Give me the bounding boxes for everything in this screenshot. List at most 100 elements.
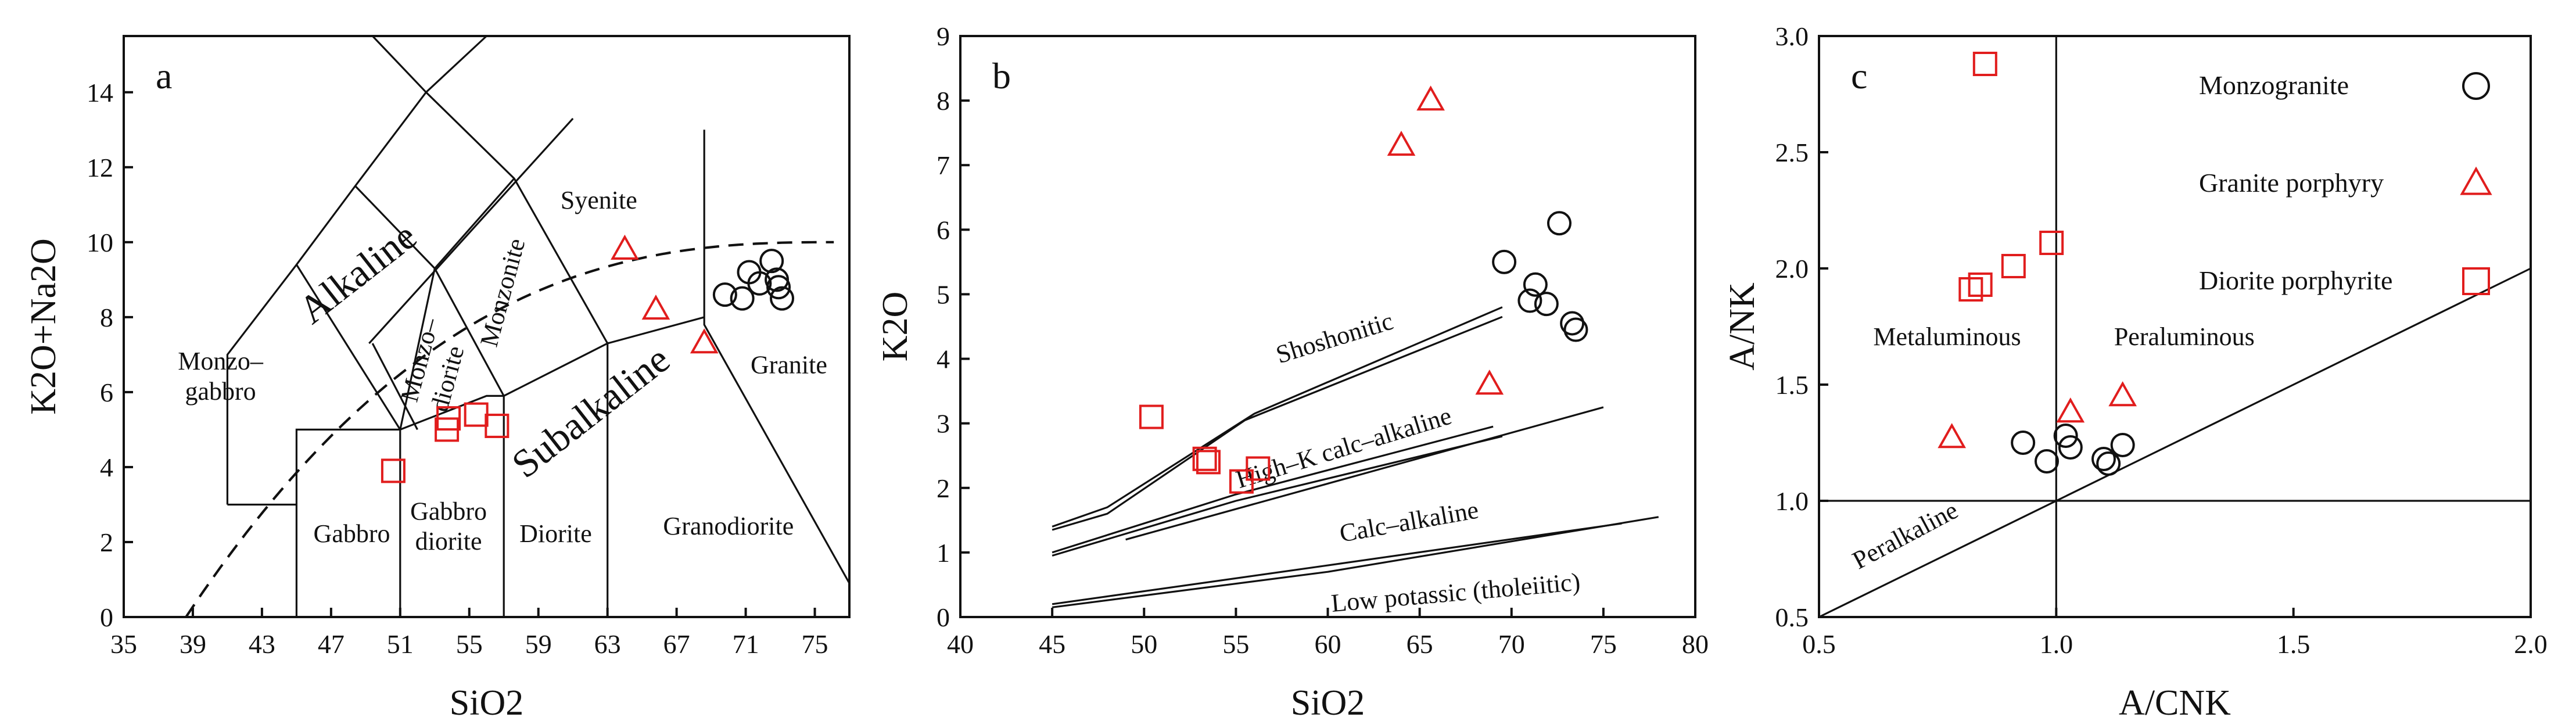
legend: Monzogranite Granite porphyry Diorite porp… [2199, 70, 2492, 295]
field-boundary [354, 185, 436, 270]
x-tick-label: 70 [1498, 629, 1525, 659]
plot-frame [1818, 35, 2532, 618]
region-label: Granodiorite [663, 512, 794, 540]
x-axis-label: SiO2 [450, 683, 523, 723]
panel-c-acnk-ank-diagram: 0.5 1.0 1.5 2.0 0.5 1.0 1.5 2.0 2.5 3.0 A/CNK A/NK c… [1723, 21, 2548, 723]
y-tick-label: 2.5 [1775, 138, 1809, 167]
x-tick-label: 35 [110, 629, 137, 659]
region-label: diorite [415, 527, 482, 555]
data-point-circle [1523, 272, 1548, 297]
data-point-circle [2058, 435, 2083, 460]
data-point-square [1968, 272, 1993, 297]
data-point-circle [1534, 292, 1559, 317]
data-point-square [2039, 231, 2064, 255]
x-tick-label: 59 [525, 629, 552, 659]
data-point-square [1196, 450, 1221, 475]
field-boundary [295, 428, 400, 617]
x-tick-label: 75 [1590, 629, 1617, 659]
data-point-triangle [1387, 130, 1416, 156]
data-point-circle [765, 267, 790, 292]
region-label: Low potassic (tholeiitic) [1330, 568, 1581, 618]
data-point-circle [2035, 449, 2059, 474]
y-tick-label: 2 [100, 528, 113, 557]
data-point-circle [770, 286, 795, 311]
y-tick-label: 0 [100, 603, 113, 632]
equality-line [1818, 267, 2531, 618]
data-point-circle [2053, 424, 2078, 448]
region-label: gabbro [185, 377, 256, 406]
data-point-circle [1547, 211, 1572, 236]
data-point-triangle [1938, 423, 1966, 449]
field-boundary [425, 35, 487, 93]
data-point-circle [1492, 249, 1517, 274]
y-tick-label: 3 [937, 409, 950, 439]
field-boundary [372, 35, 427, 93]
legend-label: Granite porphyry [2199, 168, 2384, 198]
y-tick-label: 7 [937, 150, 950, 180]
region-label: Gabbro [314, 519, 390, 548]
x-tick-label: 55 [456, 629, 483, 659]
data-point-circle [759, 249, 784, 274]
panel-a-tas-diagram: 35 39 43 47 51 55 59 63 67 71 75 0 2 4 6 8 10 12 14 SiO2 K2O… [24, 35, 851, 723]
region-label: Monzonite [475, 235, 531, 350]
y-tick-label: 6 [100, 378, 113, 407]
data-point-circle [1560, 311, 1585, 336]
region-label: Syenite [561, 186, 637, 214]
series-boundary [1052, 306, 1503, 528]
y-tick-label: 8 [100, 303, 113, 332]
y-tick-label: 4 [100, 453, 113, 482]
x-tick-label: 65 [1407, 629, 1433, 659]
series-boundary [1052, 315, 1503, 531]
series-boundary [1052, 516, 1659, 608]
field-boundary [503, 342, 609, 617]
legend-label: Monzogranite [2199, 70, 2349, 100]
x-tick-label: 0.5 [1802, 629, 1836, 659]
x-tick-label: 43 [249, 629, 275, 659]
data-point-circle [2091, 447, 2116, 471]
y-axis-label: K2O+Na2O [24, 238, 63, 415]
data-point-square [1972, 52, 1997, 76]
data-point-triangle [611, 234, 639, 260]
series-boundary [1125, 406, 1604, 541]
data-point-triangle [690, 328, 719, 354]
y-tick-label: 5 [937, 279, 950, 309]
x-tick-label: 40 [947, 629, 974, 659]
legend-marker-square [2462, 267, 2490, 295]
y-tick-label: 4 [937, 345, 950, 374]
region-label: Peraluminous [2114, 322, 2255, 351]
field-boundary [371, 343, 418, 431]
y-tick-label: 1 [937, 538, 950, 568]
region-label: Diorite [519, 519, 592, 548]
data-point-circle [2096, 451, 2121, 476]
alkaline-subalkaline-divide [185, 241, 834, 618]
series-boundary [1052, 435, 1503, 557]
data-point-square [381, 458, 406, 483]
x-tick-label: 55 [1222, 629, 1249, 659]
data-point-square [464, 402, 489, 427]
x-tick-label: 80 [1682, 629, 1709, 659]
data-point-circle [1563, 317, 1588, 342]
y-tick-label: 2 [937, 474, 950, 503]
y-axis-label: A/NK [1723, 282, 1762, 371]
y-tick-label: 2.0 [1775, 254, 1809, 284]
data-point-square [1192, 446, 1217, 471]
panel-letter: b [992, 55, 1011, 96]
data-point-circle [2011, 431, 2036, 455]
data-point-circle [712, 282, 737, 307]
y-tick-label: 14 [87, 78, 113, 107]
data-point-square [1139, 404, 1164, 429]
y-axis-label: K2O [876, 292, 915, 362]
field-boundary [400, 395, 504, 431]
y-tick-label: 1.5 [1775, 370, 1809, 400]
x-tick-label: 50 [1131, 629, 1157, 659]
field-boundary [703, 130, 851, 584]
legend-marker-circle [2462, 72, 2490, 100]
x-tick-label: 63 [594, 629, 621, 659]
x-tick-label: 75 [802, 629, 828, 659]
y-tick-label: 0.5 [1775, 603, 1809, 632]
x-tick-label: 47 [318, 629, 345, 659]
x-tick-label: 1.5 [2277, 629, 2310, 659]
region-label: Monzo– [178, 347, 264, 375]
x-tick-label: 1.0 [2040, 629, 2073, 659]
data-point-circle [747, 271, 772, 296]
